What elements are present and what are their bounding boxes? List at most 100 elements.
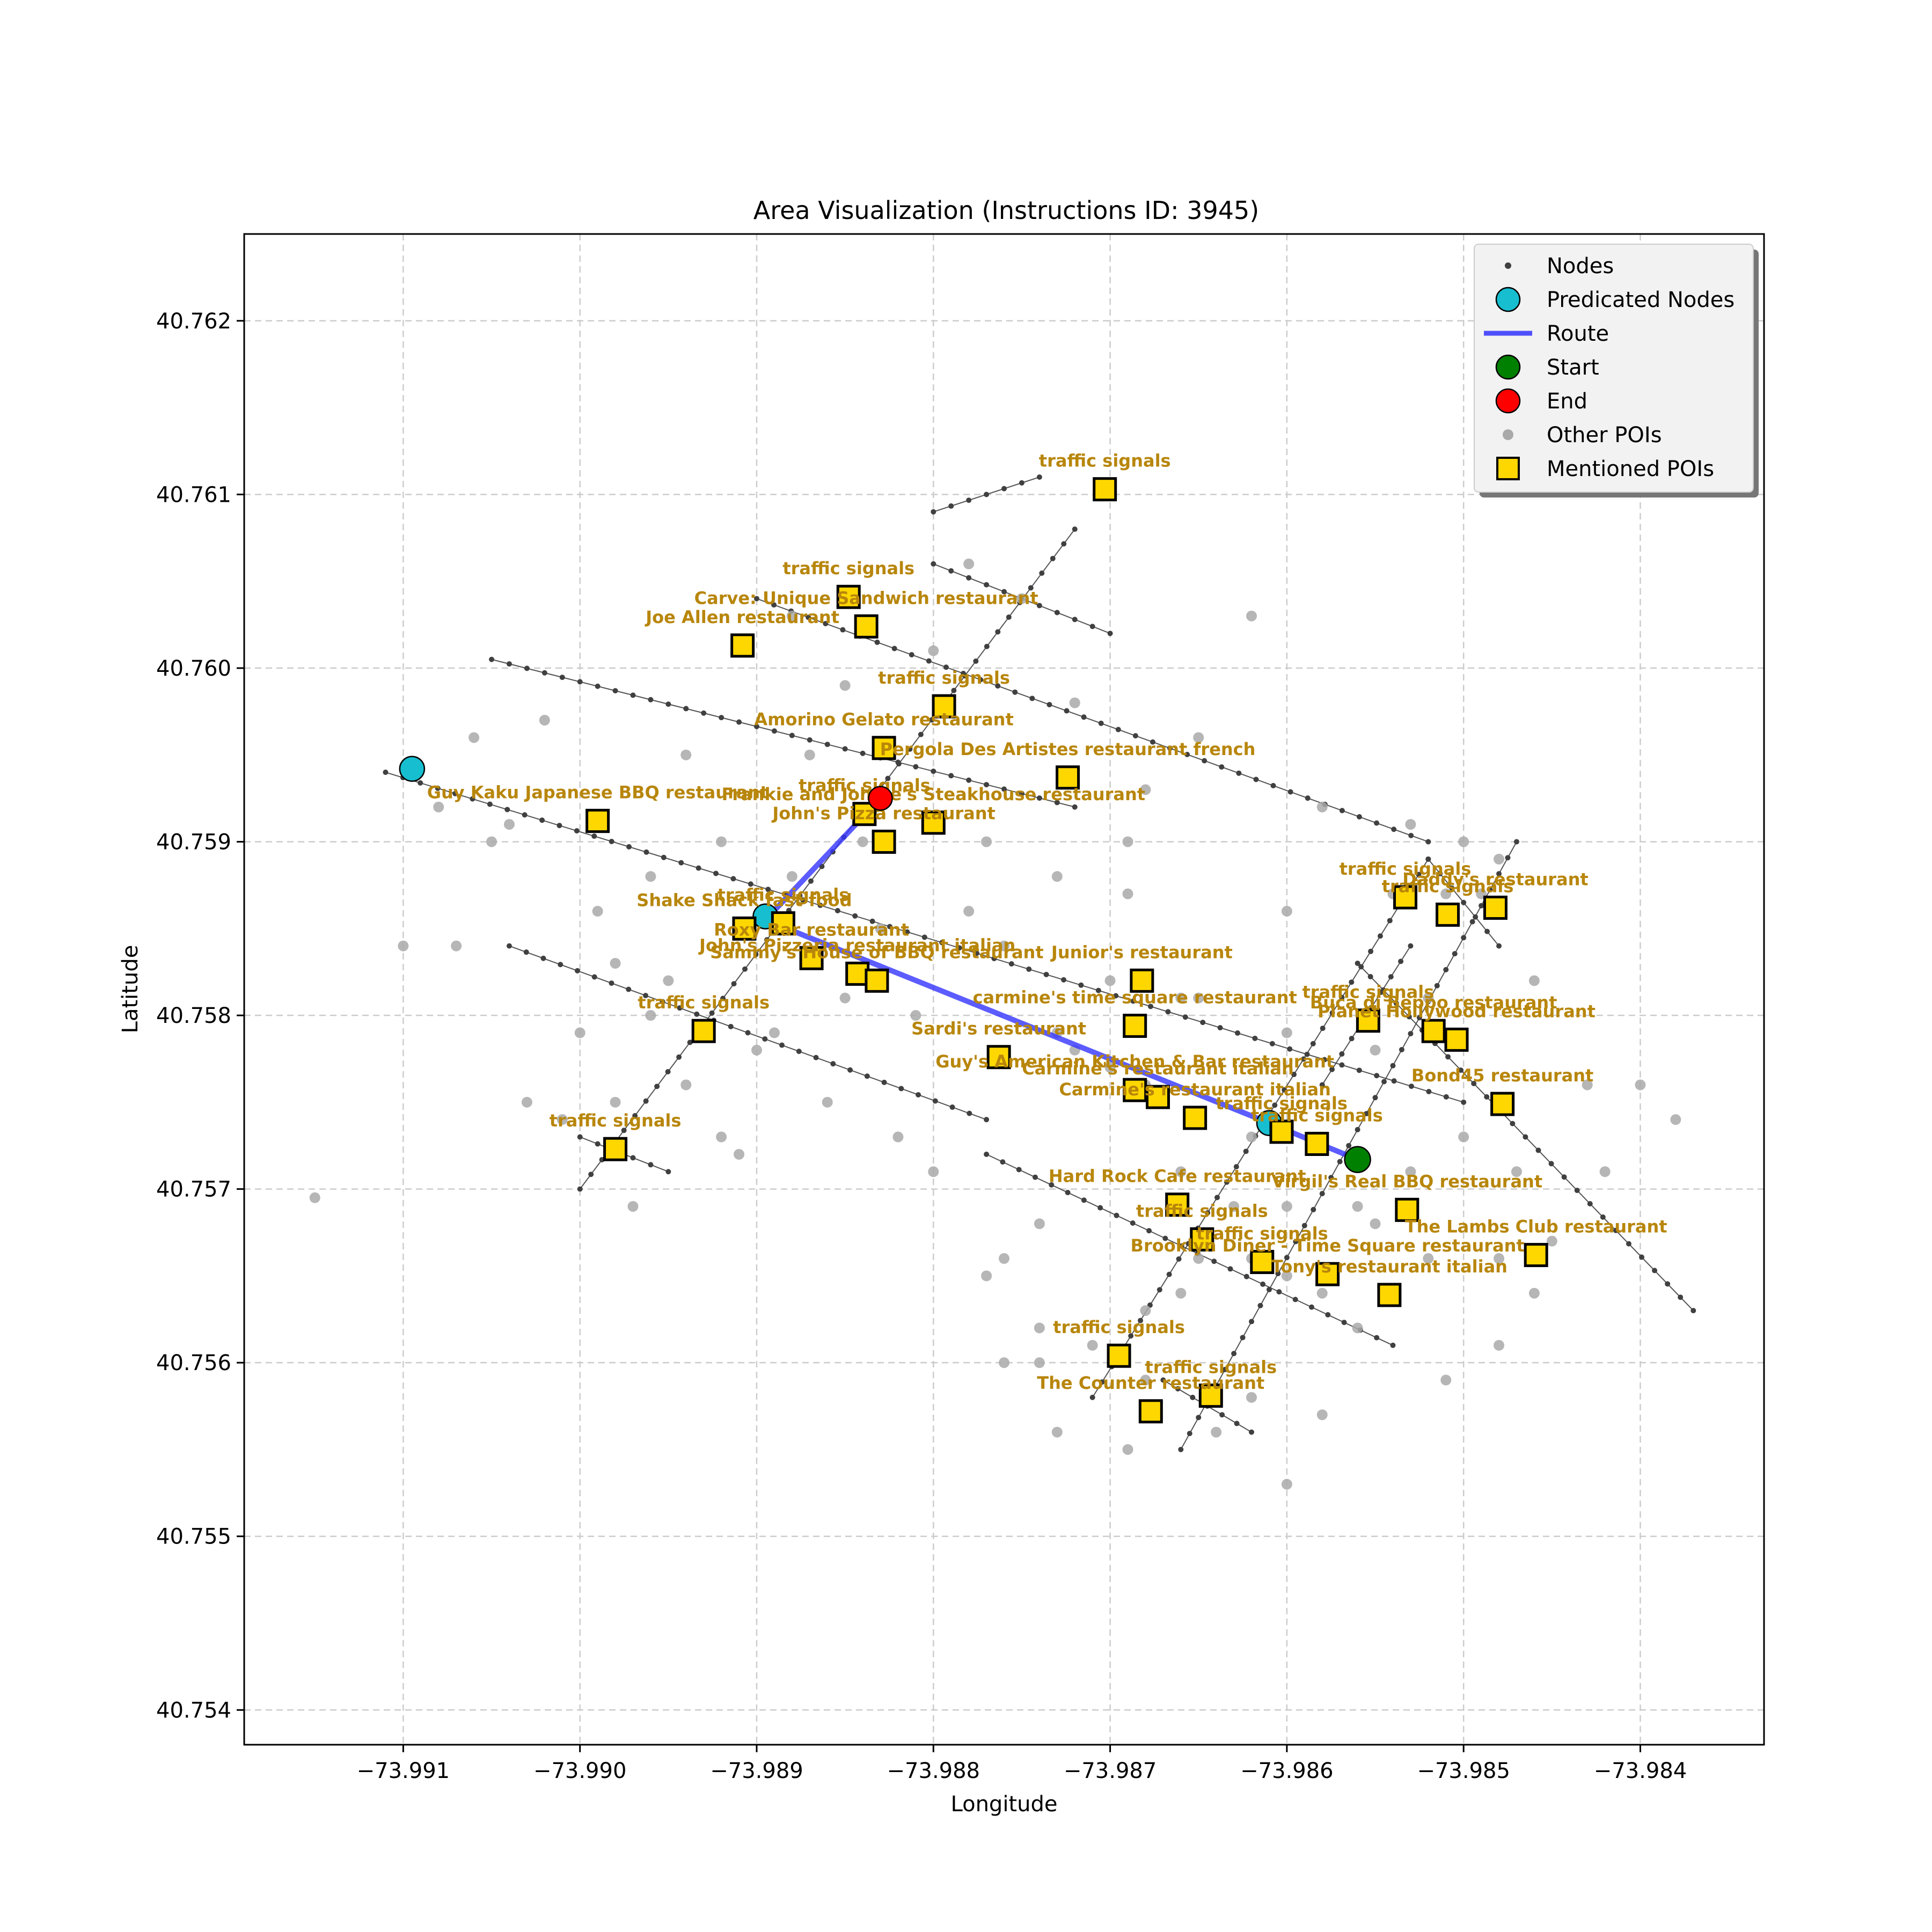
other-poi	[1175, 992, 1187, 1004]
other-poi	[1511, 1166, 1522, 1177]
mentioned-poi-label: traffic signals	[638, 992, 770, 1013]
mentioned-poi	[1305, 1131, 1329, 1156]
other-poi	[1281, 905, 1292, 917]
street-node	[1008, 961, 1014, 967]
other-poi	[1246, 1392, 1257, 1403]
mentioned-poi-label: traffic signals	[1302, 982, 1434, 1002]
street-node	[1095, 987, 1101, 993]
mentioned-poi	[872, 829, 896, 854]
street-node	[418, 780, 423, 786]
other-poi	[981, 836, 992, 847]
street-node	[539, 817, 545, 823]
street-node	[1406, 1014, 1412, 1020]
street-node	[887, 924, 893, 930]
street-node	[991, 956, 997, 962]
other-poi	[892, 1131, 904, 1143]
street-node	[1165, 1009, 1171, 1015]
street-node	[978, 677, 984, 683]
street-node	[1341, 1320, 1347, 1326]
street-node	[974, 950, 980, 956]
mentioned-poi-label: traffic signals	[1216, 1093, 1348, 1114]
other-poi	[398, 940, 409, 952]
other-poi	[1494, 1253, 1505, 1264]
legend-predicated-marker	[1495, 287, 1521, 312]
street-node	[796, 1049, 802, 1055]
street-node	[1355, 960, 1360, 966]
street-node	[577, 679, 583, 685]
other-poi	[627, 1201, 639, 1212]
street-node	[840, 627, 846, 633]
street-node	[1310, 1041, 1316, 1046]
street-node	[1496, 871, 1502, 877]
other-poi	[1211, 1426, 1222, 1438]
other-poi	[1034, 1357, 1045, 1368]
predicated-node	[399, 756, 426, 782]
street-node	[1049, 1182, 1055, 1188]
street-node	[1233, 1163, 1239, 1169]
street-node	[665, 1169, 671, 1175]
other-poi	[1599, 1166, 1611, 1177]
street-node	[852, 913, 858, 919]
other-pois	[309, 558, 1681, 1490]
mentioned-poi	[771, 911, 795, 936]
street-node	[1205, 1210, 1211, 1216]
x-tick-label: −73.989	[710, 1759, 803, 1783]
legend-route-label: Route	[1547, 321, 1609, 346]
other-poi	[839, 992, 851, 1004]
street-node	[966, 575, 972, 581]
street-node	[1461, 1099, 1467, 1105]
street-node	[1321, 1057, 1327, 1063]
mentioned-poi	[836, 584, 861, 609]
street-node	[1678, 1294, 1684, 1300]
street-node	[1393, 1000, 1399, 1006]
other-poi	[1316, 1287, 1328, 1299]
street-node	[1390, 1063, 1396, 1069]
street-node	[771, 728, 777, 734]
street-node	[1064, 708, 1070, 714]
street-node	[1339, 1062, 1345, 1068]
other-poi	[1316, 801, 1328, 813]
street-node	[621, 1128, 627, 1133]
street-node	[806, 614, 811, 620]
street-node	[683, 706, 689, 712]
other-poi	[1458, 836, 1469, 847]
mentioned-poi	[1483, 895, 1507, 920]
street-node	[742, 966, 748, 972]
street-node	[1089, 624, 1095, 630]
mentioned-poi	[1393, 885, 1418, 910]
street-node	[1600, 1214, 1606, 1220]
street-node	[701, 710, 707, 716]
street-node	[789, 733, 795, 738]
other-poi	[574, 1027, 586, 1038]
street-node	[1001, 786, 1007, 792]
street-node	[1398, 958, 1404, 964]
street-node	[1061, 541, 1067, 547]
street-node	[1219, 1412, 1225, 1418]
other-poi	[1458, 1131, 1469, 1143]
street-node	[753, 596, 759, 602]
street-node	[745, 1030, 751, 1036]
street-node	[1426, 1088, 1432, 1094]
mentioned-poi-label: Virgil's Real BBQ restaurant	[1272, 1171, 1543, 1191]
street-node	[1138, 1318, 1144, 1323]
street-node	[926, 658, 932, 664]
mentioned-poi-label: traffic signals	[550, 1110, 682, 1131]
other-poi	[716, 1131, 727, 1143]
street-node	[720, 996, 726, 1001]
street-node	[898, 1086, 904, 1092]
street-node	[1339, 808, 1345, 814]
street-node	[522, 812, 528, 818]
street-node	[1252, 1035, 1258, 1041]
street-node	[1028, 585, 1034, 591]
other-poi	[433, 801, 444, 813]
street-node	[1479, 903, 1484, 909]
street-node	[1329, 1010, 1335, 1016]
street-node	[591, 974, 597, 980]
street-node	[907, 746, 913, 752]
street-node	[1305, 795, 1311, 801]
street-node	[1157, 1287, 1162, 1293]
mentioned-poi-label: traffic signals	[1145, 1357, 1277, 1378]
other-poi	[539, 714, 550, 726]
legend-other-pois-marker	[1503, 429, 1513, 440]
